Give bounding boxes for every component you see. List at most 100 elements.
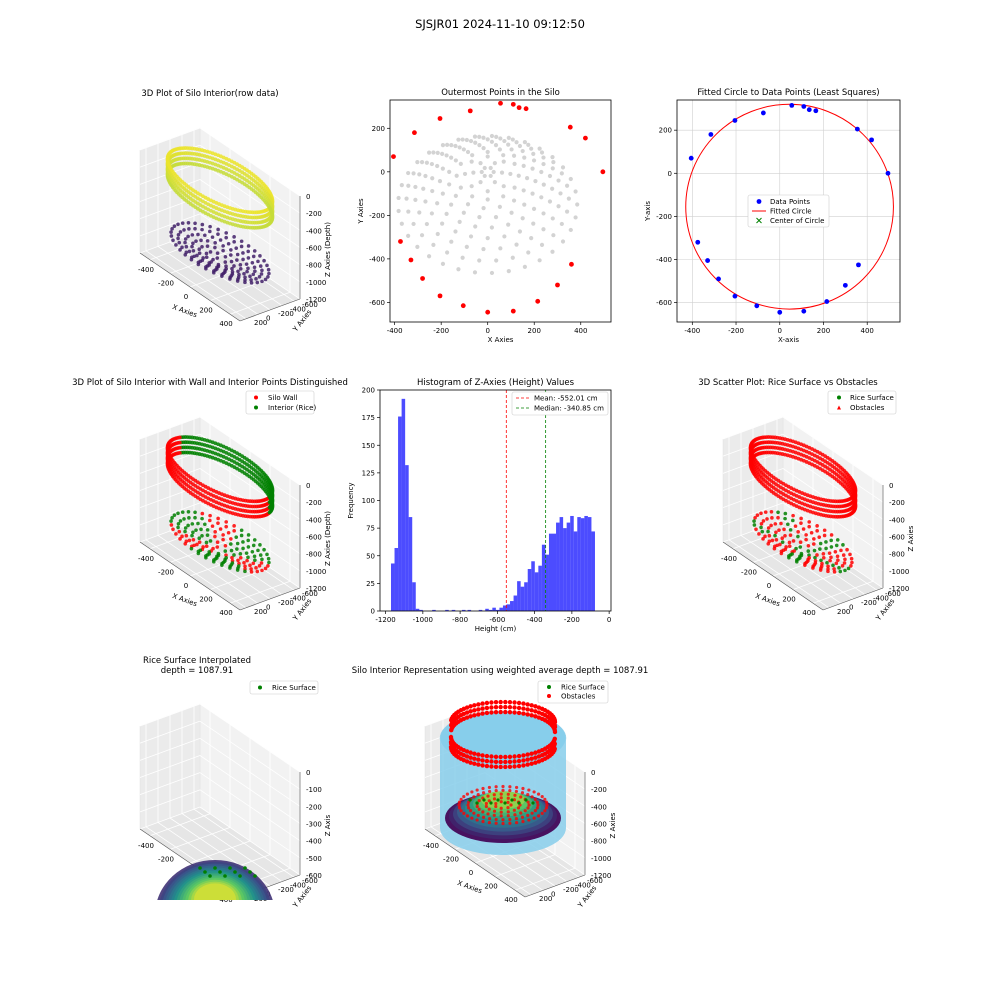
grid-line bbox=[782, 451, 884, 520]
obst-floor-point bbox=[770, 538, 775, 543]
obstacle-point bbox=[525, 757, 530, 762]
interior-point bbox=[564, 209, 570, 214]
axis-edge bbox=[139, 541, 241, 611]
surface-point bbox=[213, 866, 217, 870]
raw-floor-point bbox=[216, 227, 220, 232]
interior-point bbox=[417, 172, 422, 177]
interior-point bbox=[530, 166, 535, 171]
x-tick-label: 200 bbox=[484, 883, 497, 891]
interior-point bbox=[526, 250, 531, 255]
obstacle-point bbox=[468, 755, 473, 760]
legend: Silo Wall Interior (Rice) bbox=[245, 390, 316, 415]
obst-floor-point bbox=[774, 530, 778, 535]
x-axis-label: X Axies bbox=[754, 592, 781, 608]
obstacle-point bbox=[499, 814, 503, 818]
data-point bbox=[777, 309, 783, 315]
wall-floor-point bbox=[169, 523, 174, 527]
obstacle-point bbox=[489, 759, 494, 764]
obstacle-point bbox=[484, 710, 490, 716]
z-tick-label: -1200 bbox=[306, 585, 326, 593]
histogram-bar bbox=[559, 517, 564, 611]
obstacle-point bbox=[525, 752, 530, 757]
raw-floor-point bbox=[194, 239, 198, 243]
raw-floor-point bbox=[243, 275, 247, 280]
obstacle-point bbox=[507, 699, 513, 705]
obstacle-point bbox=[552, 728, 557, 733]
obstacle-point bbox=[521, 701, 526, 706]
obstacle-point bbox=[512, 710, 517, 715]
wall-floor-point bbox=[224, 524, 228, 529]
obstacle-point bbox=[468, 704, 473, 709]
interior-point bbox=[406, 233, 411, 238]
interior-point bbox=[556, 178, 561, 183]
wall-floor-point bbox=[196, 521, 200, 526]
raw-floor-point bbox=[223, 260, 228, 264]
raw-floor-point bbox=[215, 256, 220, 260]
interior-point bbox=[454, 173, 459, 178]
raw-floor-point bbox=[200, 227, 204, 232]
obstacle-point bbox=[466, 803, 470, 807]
z-axis-label: Z Axies bbox=[609, 812, 617, 838]
z-tick-label: -1000 bbox=[306, 279, 326, 287]
obstacle-point bbox=[521, 763, 526, 768]
obst-floor-point bbox=[783, 516, 787, 521]
obst-floor-point bbox=[833, 550, 838, 554]
obst-floor-point bbox=[778, 542, 782, 547]
obstacle-point bbox=[543, 809, 547, 813]
grid-line bbox=[193, 521, 295, 591]
outermost-point bbox=[555, 282, 560, 288]
y-tick-label: -200 bbox=[861, 599, 877, 607]
raw-floor-point bbox=[228, 277, 232, 281]
interior-point bbox=[489, 139, 494, 144]
interior-point bbox=[522, 140, 527, 145]
grid-line bbox=[199, 738, 301, 807]
panel-fitted-circle: Fitted Circle to Data Points (Least Squa… bbox=[644, 88, 901, 344]
obstacle-point bbox=[486, 812, 490, 816]
x-tick-label: -1200 bbox=[375, 616, 395, 624]
obst-floor-point bbox=[752, 519, 756, 523]
grid-line bbox=[139, 789, 201, 813]
wall-floor-point bbox=[246, 555, 250, 560]
obst-floor-point bbox=[759, 511, 763, 516]
z-tick-label: -800 bbox=[889, 551, 905, 559]
surface-point bbox=[203, 870, 207, 874]
obst-floor-point bbox=[842, 561, 847, 565]
interior-point bbox=[501, 184, 506, 189]
wall-floor-point bbox=[191, 530, 195, 535]
obstacle-point bbox=[520, 791, 525, 795]
x-tick-label: 0 bbox=[184, 293, 188, 301]
raw-wall-point bbox=[261, 219, 266, 224]
obstacle-point bbox=[535, 806, 539, 810]
interior-point bbox=[488, 173, 493, 179]
obstacle-point bbox=[523, 809, 527, 813]
interior-point bbox=[521, 188, 526, 193]
y-tick-label: -400 bbox=[656, 256, 672, 264]
wall-floor-point bbox=[241, 540, 245, 544]
obstacle-point bbox=[484, 763, 490, 769]
wall-floor-point bbox=[258, 553, 263, 557]
raw-wall-point bbox=[261, 209, 266, 214]
y-tick-label: 0 bbox=[551, 890, 555, 898]
x-tick-label: -600 bbox=[489, 616, 505, 624]
obst-floor-point bbox=[832, 567, 836, 571]
interior-point bbox=[419, 233, 425, 238]
legend-frame bbox=[537, 680, 609, 704]
obstacle-point bbox=[481, 810, 485, 814]
histogram-bar bbox=[499, 607, 503, 611]
obstacle-point bbox=[493, 704, 499, 710]
legend-marker bbox=[254, 395, 258, 400]
y-tick-label: 0 bbox=[668, 170, 672, 178]
wall-floor-point bbox=[243, 569, 247, 574]
obstacle-point bbox=[476, 757, 481, 762]
raw-floor-point bbox=[239, 239, 244, 244]
obstacle-point bbox=[513, 813, 517, 817]
raw-floor-point bbox=[267, 271, 271, 276]
obstacle-point bbox=[508, 788, 512, 793]
interior-point bbox=[453, 193, 458, 198]
obstacle-point bbox=[498, 759, 503, 765]
obstacle-point bbox=[508, 817, 512, 822]
interior-point bbox=[517, 229, 523, 234]
y-tick-label: -200 bbox=[278, 886, 294, 894]
obstacle-point bbox=[516, 710, 522, 716]
